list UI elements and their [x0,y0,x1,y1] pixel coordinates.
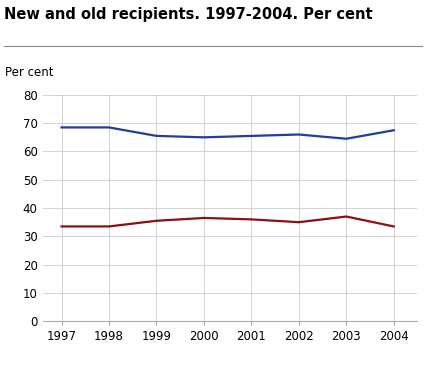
Line: Old recipients: Old recipients [62,127,394,139]
New recipients [391,224,396,228]
New recipients [296,220,302,224]
Old recipients [59,125,64,130]
Old recipients [106,125,112,130]
New recipients [106,224,112,228]
Old recipients [201,135,207,139]
New recipients [59,224,64,228]
New recipients [201,216,207,220]
Old recipients [391,128,396,132]
New recipients [344,214,349,219]
Old recipients [154,134,159,138]
Text: New and old recipients. 1997-2004. Per cent: New and old recipients. 1997-2004. Per c… [4,7,373,22]
Old recipients [249,134,254,138]
Line: New recipients: New recipients [62,216,394,226]
New recipients [154,219,159,223]
Text: Per cent: Per cent [5,66,54,79]
Old recipients [344,137,349,141]
Old recipients [296,132,302,137]
New recipients [249,217,254,222]
